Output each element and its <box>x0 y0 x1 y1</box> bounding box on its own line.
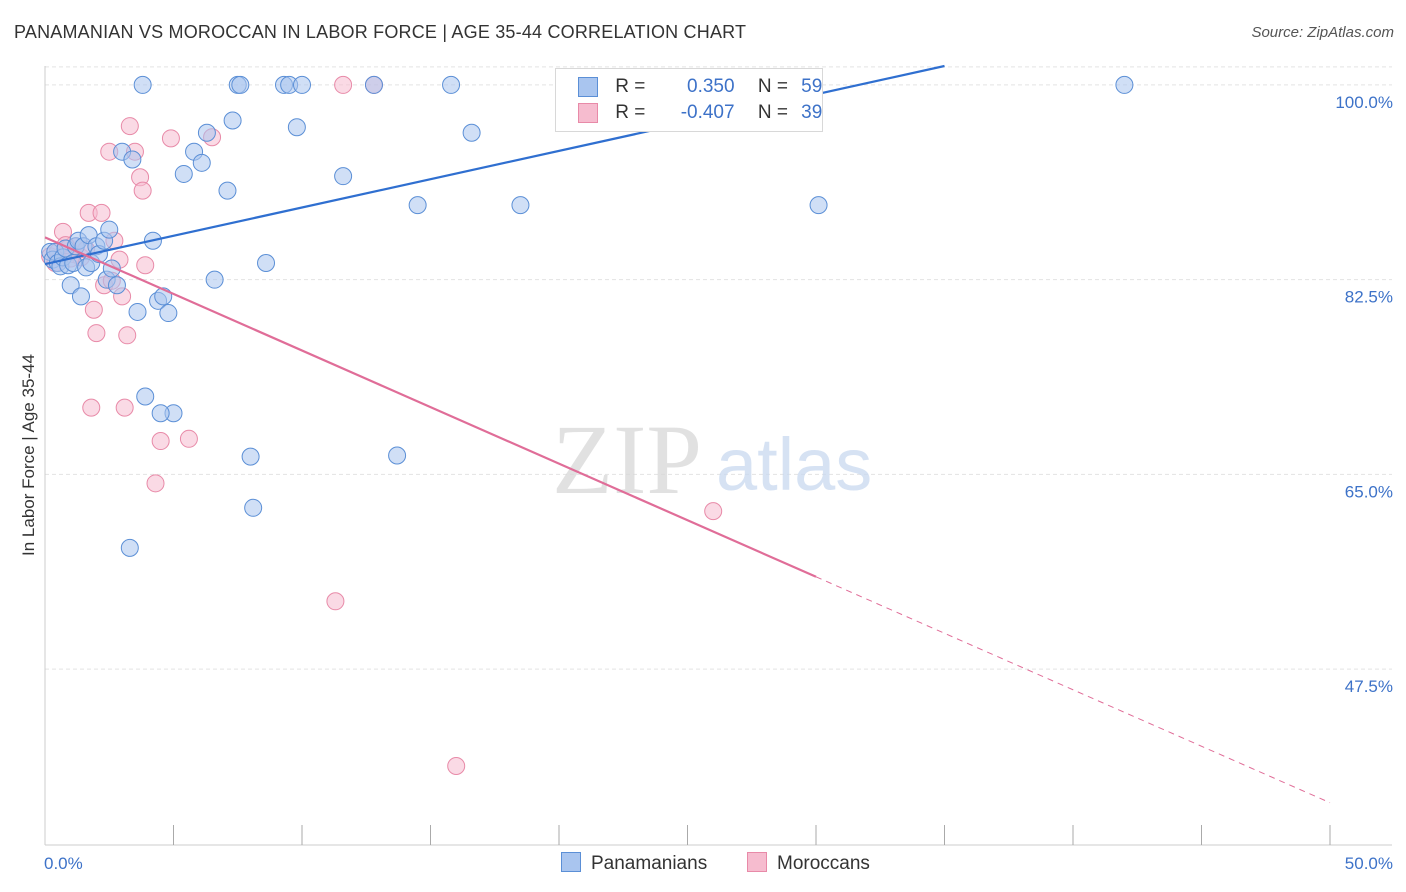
panamanian-point <box>231 75 250 94</box>
panamanian-point <box>364 75 383 94</box>
panamanian-point <box>205 270 224 289</box>
y-tick-label: 47.5% <box>1345 677 1393 696</box>
panamanian-point <box>71 287 90 306</box>
legend-row-moroccans: R = -0.407 N = 39 <box>578 102 822 126</box>
panamanian-point <box>809 196 828 215</box>
panamanian-point <box>1115 75 1134 94</box>
chart-title: PANAMANIAN VS MOROCCAN IN LABOR FORCE | … <box>14 22 747 42</box>
panamanian-point <box>192 153 211 172</box>
panamanian-point <box>293 75 311 94</box>
panamanian-point <box>287 118 306 137</box>
panamanian-point <box>408 196 427 215</box>
moroccan-point <box>136 256 155 275</box>
panamanian-point <box>133 75 152 94</box>
bottom-legend-panamanians[interactable]: Panamanians <box>561 852 707 875</box>
y-axis-label: In Labor Force | Age 35-44 <box>19 354 38 556</box>
moroccan-point <box>146 474 165 493</box>
moroccan-point <box>133 181 152 200</box>
panamanian-point <box>61 276 80 295</box>
moroccans-trend-extension <box>815 576 1331 804</box>
moroccan-point <box>115 398 134 417</box>
panamanian-point <box>136 387 155 406</box>
panamanian-point <box>223 111 242 130</box>
panamanian-point <box>511 196 530 215</box>
moroccan-point <box>82 398 101 417</box>
x-tick-label-max: 50.0% <box>1345 854 1393 873</box>
legend-r-value: -0.407 <box>680 102 735 123</box>
moroccan-point <box>120 117 139 136</box>
moroccan-point <box>92 203 111 222</box>
source-label: Source: ZipAtlas.com <box>1251 24 1394 41</box>
panamanian-point <box>388 446 407 465</box>
moroccan-point <box>704 502 723 521</box>
moroccan-point <box>326 592 345 611</box>
legend-row-panamanians: R = 0.350 N = 59 <box>578 76 822 100</box>
panamanian-point <box>218 181 237 200</box>
grid-lines <box>45 66 1392 670</box>
panamanian-point <box>123 150 142 169</box>
bottom-legend-swatch-blue <box>561 852 581 872</box>
tick-labels: 100.0% 82.5% 65.0% 47.5% 0.0% 50.0% <box>44 93 1393 873</box>
bottom-legend-moroccans[interactable]: Moroccans <box>747 852 870 875</box>
x-tick-label-min: 0.0% <box>44 854 83 873</box>
panamanian-point <box>159 304 178 323</box>
bottom-legend-swatch-pink <box>747 852 767 872</box>
axes <box>44 66 1392 846</box>
legend-n-label: N = <box>757 76 788 97</box>
panamanian-point <box>120 538 139 557</box>
panamanian-point <box>151 404 170 423</box>
moroccan-point <box>118 326 137 345</box>
panamanian-point <box>128 302 147 321</box>
moroccan-point <box>334 75 353 94</box>
moroccan-point <box>161 129 180 148</box>
watermark-atlas: atlas <box>716 423 872 506</box>
moroccans-trend-line <box>44 236 817 578</box>
panamanian-point <box>197 123 216 142</box>
y-tick-label: 65.0% <box>1345 482 1393 501</box>
panamanian-point <box>241 447 260 466</box>
legend-r-label: R = <box>615 76 646 97</box>
panamanian-point <box>257 253 276 272</box>
stats-legend: R = 0.350 N = 59 R = -0.407 N = 39 <box>555 68 823 132</box>
moroccan-point <box>447 756 466 775</box>
legend-swatch-blue <box>578 76 598 97</box>
moroccan-point <box>179 429 198 448</box>
panamanian-point <box>244 498 263 517</box>
panamanian-point <box>334 167 353 186</box>
panamanian-point <box>100 220 119 239</box>
y-tick-label: 82.5% <box>1345 288 1393 307</box>
panamanian-point <box>462 123 481 142</box>
legend-r-value: 0.350 <box>687 76 735 97</box>
moroccan-point <box>151 432 170 451</box>
panamanian-point <box>174 164 193 183</box>
watermark-zip: ZIP <box>552 404 702 515</box>
legend-swatch-pink <box>578 102 598 123</box>
legend-r-label: R = <box>615 102 646 123</box>
legend-n-value: 59 <box>801 76 823 97</box>
moroccan-point <box>84 300 103 319</box>
moroccan-point <box>87 324 106 343</box>
panamanian-point <box>107 276 126 295</box>
bottom-legend-label: Panamanians <box>591 853 708 874</box>
watermark: ZIP atlas <box>552 404 872 515</box>
bottom-legend-label: Moroccans <box>777 853 870 874</box>
panamanian-point <box>442 75 461 94</box>
legend-n-label: N = <box>757 102 788 123</box>
legend-n-value: 39 <box>801 102 823 123</box>
y-tick-label: 100.0% <box>1335 93 1393 112</box>
